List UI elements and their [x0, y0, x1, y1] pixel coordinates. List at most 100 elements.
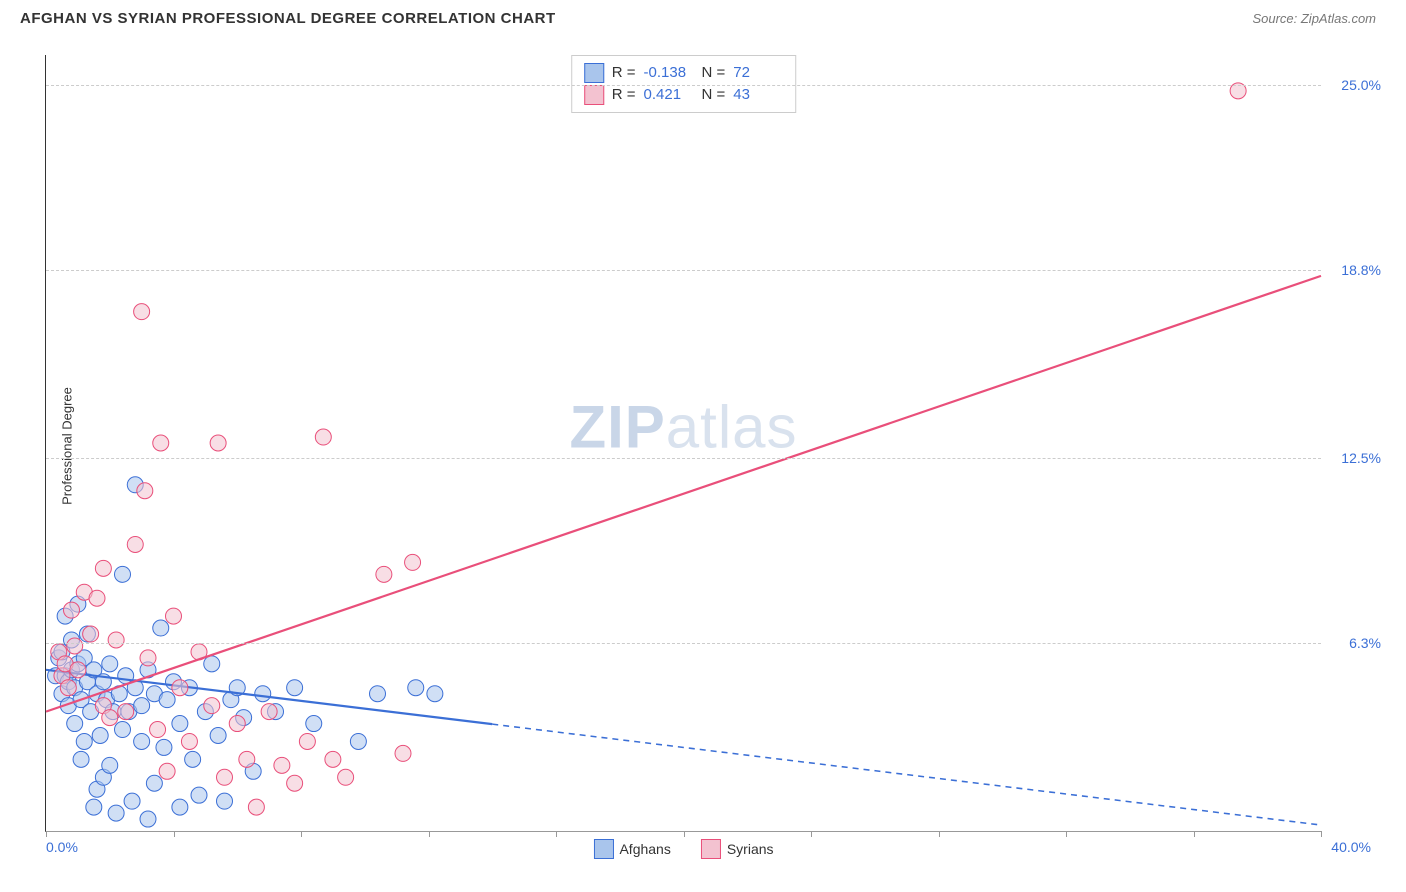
data-point-afghans — [115, 722, 131, 738]
correlation-row-syrians: R = 0.421 N = 43 — [584, 84, 784, 106]
data-point-syrians — [64, 602, 80, 618]
data-point-syrians — [248, 799, 264, 815]
x-axis-max: 40.0% — [1331, 839, 1371, 855]
data-point-afghans — [73, 751, 89, 767]
gridline — [46, 85, 1321, 86]
data-point-afghans — [204, 656, 220, 672]
data-point-syrians — [172, 680, 188, 696]
data-point-syrians — [217, 769, 233, 785]
data-point-syrians — [153, 435, 169, 451]
data-point-afghans — [350, 733, 366, 749]
data-point-afghans — [102, 656, 118, 672]
data-point-syrians — [89, 590, 105, 606]
data-point-syrians — [137, 483, 153, 499]
data-point-afghans — [124, 793, 140, 809]
swatch-syrians-bottom — [701, 839, 721, 859]
legend-label-syrians: Syrians — [727, 841, 774, 857]
regression-line-syrians — [46, 276, 1321, 712]
data-point-afghans — [156, 739, 172, 755]
data-point-afghans — [370, 686, 386, 702]
data-point-syrians — [405, 554, 421, 570]
data-point-syrians — [134, 304, 150, 320]
data-point-syrians — [150, 722, 166, 738]
y-tick-label: 25.0% — [1341, 77, 1381, 93]
data-point-syrians — [376, 566, 392, 582]
data-point-syrians — [299, 733, 315, 749]
data-point-syrians — [325, 751, 341, 767]
data-point-afghans — [172, 716, 188, 732]
data-point-afghans — [427, 686, 443, 702]
data-point-afghans — [185, 751, 201, 767]
legend-item-afghans: Afghans — [593, 839, 670, 859]
data-point-syrians — [315, 429, 331, 445]
x-tick — [174, 831, 175, 837]
data-point-afghans — [153, 620, 169, 636]
data-point-syrians — [140, 650, 156, 666]
x-tick — [301, 831, 302, 837]
swatch-afghans — [584, 63, 604, 83]
data-point-afghans — [159, 692, 175, 708]
gridline — [46, 270, 1321, 271]
data-point-syrians — [287, 775, 303, 791]
data-point-syrians — [395, 745, 411, 761]
data-point-afghans — [134, 698, 150, 714]
data-point-afghans — [134, 733, 150, 749]
data-point-syrians — [274, 757, 290, 773]
data-point-afghans — [287, 680, 303, 696]
r-label-2: R = — [612, 84, 636, 106]
data-point-afghans — [172, 799, 188, 815]
n-value-syrians: 43 — [733, 84, 783, 106]
x-tick — [1321, 831, 1322, 837]
x-tick — [1194, 831, 1195, 837]
y-tick-label: 18.8% — [1341, 262, 1381, 278]
data-point-syrians — [239, 751, 255, 767]
data-point-syrians — [261, 704, 277, 720]
y-tick-label: 6.3% — [1349, 635, 1381, 651]
y-tick-label: 12.5% — [1341, 450, 1381, 466]
data-point-syrians — [70, 662, 86, 678]
data-point-afghans — [67, 716, 83, 732]
data-point-afghans — [86, 799, 102, 815]
n-label: N = — [702, 62, 726, 84]
series-legend: Afghans Syrians — [593, 839, 773, 859]
r-value-syrians: 0.421 — [644, 84, 694, 106]
data-point-syrians — [159, 763, 175, 779]
data-point-syrians — [118, 704, 134, 720]
swatch-afghans-bottom — [593, 839, 613, 859]
data-point-syrians — [338, 769, 354, 785]
x-tick — [1066, 831, 1067, 837]
data-point-afghans — [255, 686, 271, 702]
data-point-syrians — [67, 638, 83, 654]
data-point-syrians — [166, 608, 182, 624]
data-point-syrians — [83, 626, 99, 642]
data-point-syrians — [229, 716, 245, 732]
data-point-syrians — [60, 680, 76, 696]
swatch-syrians — [584, 85, 604, 105]
data-point-syrians — [181, 733, 197, 749]
plot-area: ZIPatlas R = -0.138 N = 72 R = 0.421 N =… — [45, 55, 1321, 832]
n-label-2: N = — [702, 84, 726, 106]
data-point-syrians — [210, 435, 226, 451]
gridline — [46, 643, 1321, 644]
correlation-row-afghans: R = -0.138 N = 72 — [584, 62, 784, 84]
data-point-afghans — [210, 727, 226, 743]
x-tick — [46, 831, 47, 837]
regression-line-dashed-afghans — [492, 724, 1321, 825]
data-point-afghans — [408, 680, 424, 696]
chart-title: AFGHAN VS SYRIAN PROFESSIONAL DEGREE COR… — [20, 10, 556, 27]
r-label: R = — [612, 62, 636, 84]
data-point-syrians — [127, 536, 143, 552]
data-point-afghans — [140, 811, 156, 827]
x-tick — [939, 831, 940, 837]
data-point-syrians — [102, 710, 118, 726]
data-point-afghans — [217, 793, 233, 809]
chart-source: Source: ZipAtlas.com — [1252, 11, 1376, 26]
x-tick — [811, 831, 812, 837]
x-tick — [556, 831, 557, 837]
data-point-syrians — [95, 560, 111, 576]
chart-header: AFGHAN VS SYRIAN PROFESSIONAL DEGREE COR… — [0, 0, 1406, 32]
x-tick — [429, 831, 430, 837]
x-tick — [684, 831, 685, 837]
data-point-afghans — [115, 566, 131, 582]
data-point-afghans — [76, 733, 92, 749]
